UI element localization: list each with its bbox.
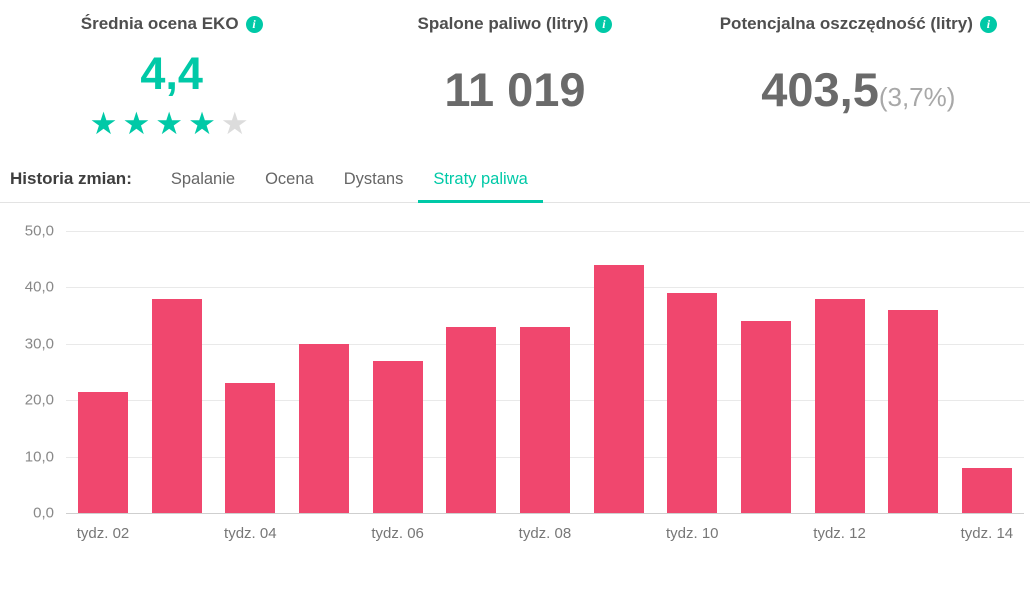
x-tick-label: tydz. 06 xyxy=(371,525,424,542)
bar-group-tydz-02: tydz. 02 xyxy=(77,231,129,542)
y-axis: 50,0 40,0 30,0 20,0 10,0 0,0 xyxy=(0,223,58,522)
star-icon: ★ xyxy=(220,106,254,141)
bar-group-tydz-04: tydz. 04 xyxy=(224,231,277,542)
bar-group-tydz-13 xyxy=(888,231,939,513)
y-tick-label: 50,0 xyxy=(24,222,54,240)
y-tick-label: 30,0 xyxy=(24,335,54,353)
kpi-row: Średnia ocena EKO i 4,4 ★★★★★ Spalone pa… xyxy=(0,0,1030,139)
bar xyxy=(372,360,423,513)
kpi-potential-savings-percent: (3,7%) xyxy=(878,82,956,112)
x-tick-label: tydz. 12 xyxy=(813,525,866,542)
tab-spalanie[interactable]: Spalanie xyxy=(170,170,236,188)
kpi-potential-savings-label: Potencjalna oszczędność (litry) xyxy=(719,14,973,33)
history-tabs: Spalanie Ocena Dystans Straty paliwa xyxy=(156,170,544,203)
kpi-fuel-burned-value: 11 019 xyxy=(444,63,586,116)
star-icon: ★ xyxy=(188,106,221,141)
gridline xyxy=(66,231,1024,232)
y-tick-label: 40,0 xyxy=(24,278,54,296)
star-icon: ★ xyxy=(155,106,189,141)
kpi-fuel-burned: Spalone paliwo (litry) i 11 019 xyxy=(343,14,686,139)
gridline xyxy=(66,287,1024,289)
star-rating: ★★★★★ xyxy=(0,108,343,139)
plot-area: tydz. 02 tydz. 04 tydz. 06 tydz. 08 tydz. 10… xyxy=(66,231,1024,542)
x-tick-label: tydz. 04 xyxy=(224,525,277,542)
kpi-potential-savings: Potencjalna oszczędność (litry) i 403,5(… xyxy=(687,14,1030,139)
eco-dashboard: Średnia ocena EKO i 4,4 ★★★★★ Spalone pa… xyxy=(0,0,1030,561)
y-tick-label: 20,0 xyxy=(24,391,54,409)
kpi-eco-rating: Średnia ocena EKO i 4,4 ★★★★★ xyxy=(0,14,343,139)
bar-group-tydz-06: tydz. 06 xyxy=(371,231,424,542)
tab-straty-paliwa[interactable]: Straty paliwa xyxy=(418,170,544,203)
bar xyxy=(519,326,570,513)
bar xyxy=(888,309,939,513)
bar xyxy=(446,326,497,513)
bar xyxy=(740,321,791,513)
history-label: Historia zmian: xyxy=(10,169,132,188)
bar xyxy=(151,298,202,513)
kpi-eco-rating-value: 4,4 xyxy=(140,48,203,99)
star-icon: ★ xyxy=(89,106,123,141)
kpi-eco-rating-label: Średnia ocena EKO xyxy=(80,14,239,33)
bar xyxy=(298,343,349,513)
bar-group-tydz-09 xyxy=(593,231,644,513)
history-tabs-row: Historia zmian: Spalanie Ocena Dystans Stra… xyxy=(0,169,1030,203)
y-tick-label: 0,0 xyxy=(33,504,54,522)
bar-group-tydz-05 xyxy=(298,231,349,513)
bars: tydz. 02 tydz. 04 tydz. 06 tydz. 08 tydz. 10… xyxy=(66,231,1024,542)
x-tick-label: tydz. 10 xyxy=(665,525,719,542)
info-icon[interactable]: i xyxy=(979,15,997,33)
tab-ocena[interactable]: Ocena xyxy=(265,170,314,188)
bar-group-tydz-03 xyxy=(151,231,202,513)
bar-group-tydz-08: tydz. 08 xyxy=(519,231,571,542)
gridline xyxy=(66,513,1024,514)
bar-group-tydz-14: tydz. 14 xyxy=(961,231,1013,542)
bar-group-tydz-07 xyxy=(446,231,497,513)
x-tick-label: tydz. 02 xyxy=(76,525,130,542)
bar xyxy=(814,298,865,513)
info-icon[interactable]: i xyxy=(245,15,263,33)
y-tick-label: 10,0 xyxy=(24,448,54,466)
x-tick-label: tydz. 08 xyxy=(518,525,572,542)
bar xyxy=(78,391,128,513)
bar xyxy=(961,467,1012,513)
info-icon[interactable]: i xyxy=(595,15,613,33)
bar xyxy=(225,383,276,513)
star-icon: ★ xyxy=(122,106,156,141)
bar xyxy=(667,293,718,513)
fuel-loss-chart: 50,0 40,0 30,0 20,0 10,0 0,0 tydz. 02 tydz. 04… xyxy=(0,223,1030,561)
kpi-fuel-burned-label: Spalone paliwo (litry) xyxy=(417,14,589,33)
bar-group-tydz-10: tydz. 10 xyxy=(666,231,719,542)
kpi-potential-savings-value: 403,5(3,7%) xyxy=(761,63,956,116)
tab-dystans[interactable]: Dystans xyxy=(343,170,404,188)
bar xyxy=(593,264,644,513)
x-tick-label: tydz. 14 xyxy=(960,525,1014,542)
bar-group-tydz-11 xyxy=(740,231,791,513)
bar-group-tydz-12: tydz. 12 xyxy=(813,231,866,542)
